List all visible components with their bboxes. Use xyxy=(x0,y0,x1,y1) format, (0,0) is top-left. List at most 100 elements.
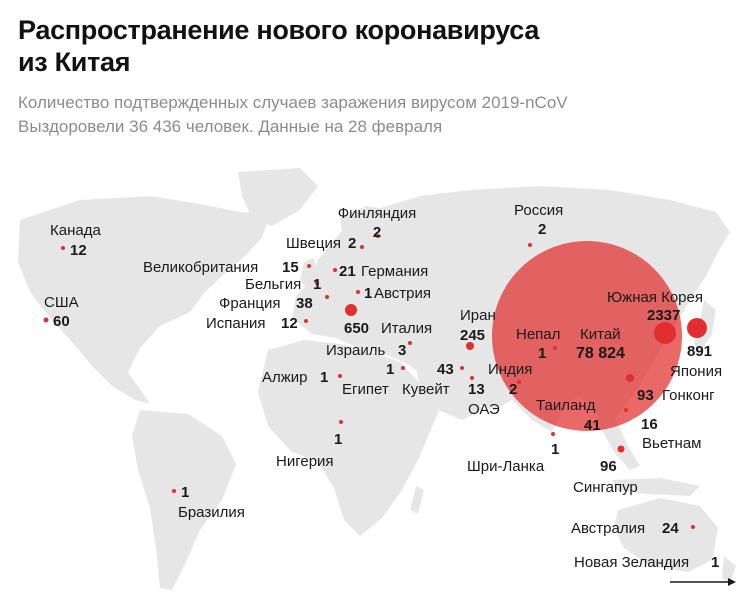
hong-kong-count: 93 xyxy=(637,387,654,404)
bubble-layer xyxy=(345,304,707,453)
uae-count: 13 xyxy=(468,381,485,398)
usa-name: США xyxy=(44,294,79,311)
belgium-name: Бельгия xyxy=(245,276,301,293)
finland-name: Финляндия xyxy=(338,205,416,222)
nepal-dot xyxy=(553,346,557,350)
spain-dot xyxy=(304,319,308,323)
germany-name: Германия xyxy=(361,263,428,280)
australia-count: 24 xyxy=(662,520,679,537)
land-new-zealand xyxy=(722,556,736,584)
land-australia xyxy=(614,498,718,572)
china-count: 78 824 xyxy=(576,345,625,362)
sri-lanka-count: 1 xyxy=(551,441,559,458)
land-arabia xyxy=(416,366,482,420)
arrow-right-icon xyxy=(670,578,736,586)
south-korea-bubble xyxy=(654,322,676,344)
land-madagascar xyxy=(410,486,424,514)
belgium-count: 1 xyxy=(313,276,321,293)
kuwait-name: Кувейт xyxy=(402,381,450,398)
nepal-name: Непал xyxy=(516,326,560,343)
brazil-dot xyxy=(172,489,176,493)
algeria-dot xyxy=(338,374,342,378)
usa-dot xyxy=(43,317,49,323)
sweden-count: 2 xyxy=(348,235,356,252)
egypt-name: Египет xyxy=(342,381,389,398)
sri-lanka-dot xyxy=(551,432,555,436)
israel-count: 3 xyxy=(398,342,406,359)
kuwait-dot xyxy=(460,366,464,370)
france-name: Франция xyxy=(219,295,280,312)
singapore-count: 96 xyxy=(600,458,617,475)
italy-name: Италия xyxy=(381,320,432,337)
singapore-bubble xyxy=(617,445,625,453)
singapore-name: Сингапур xyxy=(573,479,638,496)
subtitle-line-1: Количество подтвержденных случаев зараже… xyxy=(18,93,568,112)
uk-name: Великобритания xyxy=(143,259,258,276)
vietnam-name: Вьетнам xyxy=(642,435,701,452)
india-dot xyxy=(517,380,521,384)
sweden-name: Швеция xyxy=(286,235,341,252)
austria-name: Австрия xyxy=(374,285,431,302)
austria-dot xyxy=(356,290,360,294)
vietnam-dot xyxy=(624,408,628,412)
finland-dot xyxy=(376,234,380,238)
india-count: 2 xyxy=(509,381,517,398)
thailand-dot xyxy=(587,423,591,427)
label-layer: Канада 12 США 60 1 Бразилия Финляндия 2 … xyxy=(44,202,722,571)
nepal-count: 1 xyxy=(538,345,546,362)
japan-bubble xyxy=(687,318,707,338)
egypt-count: 1 xyxy=(386,361,394,378)
sweden-dot xyxy=(360,245,364,249)
land-uk xyxy=(300,258,318,290)
page-title: Распространение нового коронавируса из К… xyxy=(18,14,718,78)
nigeria-dot xyxy=(339,420,343,424)
france-count: 38 xyxy=(296,295,313,312)
canada-count: 12 xyxy=(70,242,87,259)
small-dot-layer xyxy=(43,234,695,529)
land-greenland xyxy=(238,168,318,226)
israel-name: Израиль xyxy=(326,342,385,359)
sri-lanka-name: Шри-Ланка xyxy=(467,458,545,475)
italy-count: 650 xyxy=(344,320,369,337)
canada-dot xyxy=(61,246,65,250)
land-scandinavia xyxy=(340,206,392,258)
australia-dot xyxy=(691,525,695,529)
iran-bubble xyxy=(466,342,474,350)
italy-bubble xyxy=(345,304,357,316)
germany-count: 21 xyxy=(339,263,356,280)
new-zealand-name: Новая Зеландия xyxy=(574,554,689,571)
hong-kong-name: Гонконг xyxy=(662,387,715,404)
land-south-america xyxy=(132,410,236,590)
hong-kong-bubble xyxy=(626,374,634,382)
south-korea-count: 2337 xyxy=(647,307,680,324)
uk-dot xyxy=(307,264,311,268)
vietnam-count: 16 xyxy=(641,416,658,433)
thailand-count: 41 xyxy=(584,417,601,434)
nigeria-count: 1 xyxy=(334,431,342,448)
kuwait-count: 43 xyxy=(437,361,454,378)
russia-count: 2 xyxy=(538,221,546,238)
egypt-dot xyxy=(401,366,405,370)
australia-name: Австралия xyxy=(571,520,645,537)
canada-name: Канада xyxy=(50,222,101,239)
brazil-count: 1 xyxy=(181,484,189,501)
algeria-name: Алжир xyxy=(262,369,308,386)
uk-count: 15 xyxy=(282,259,299,276)
japan-name: Япония xyxy=(670,363,722,380)
land-north-america xyxy=(18,196,270,404)
uae-dot xyxy=(470,376,474,380)
usa-count: 60 xyxy=(53,313,70,330)
nigeria-name: Нигерия xyxy=(276,453,334,470)
france-dot xyxy=(325,295,329,299)
new-zealand-count: 1 xyxy=(711,554,719,571)
title-line-1: Распространение нового коронавируса xyxy=(18,15,540,45)
finland-count: 2 xyxy=(373,224,381,241)
subtitle-line-2: Выздоровели 36 436 человек. Данные на 28… xyxy=(18,117,443,136)
iran-name: Иран xyxy=(460,307,496,324)
austria-count: 1 xyxy=(364,285,372,302)
china-bubble xyxy=(492,241,682,431)
uae-name: ОАЭ xyxy=(468,401,500,418)
china-name: Китай xyxy=(580,326,621,343)
thailand-name: Таиланд xyxy=(536,397,596,414)
